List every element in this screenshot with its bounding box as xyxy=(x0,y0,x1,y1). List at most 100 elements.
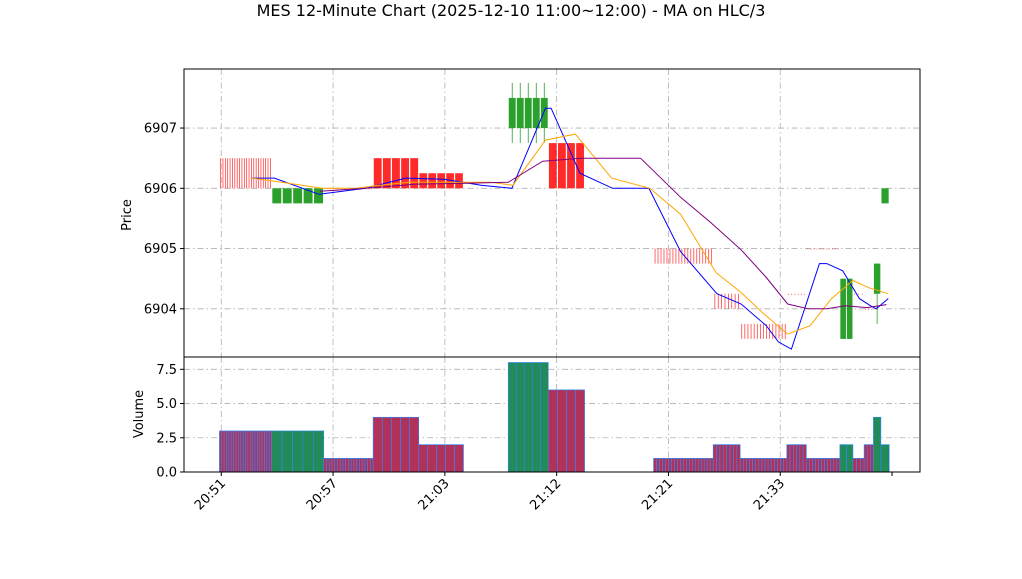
candle-12-body-0 xyxy=(840,278,846,339)
volume-bar-0-0 xyxy=(219,430,223,473)
volume-bar-6-0 xyxy=(547,389,558,473)
volume-bar-2-17 xyxy=(370,458,374,473)
volume-bar-10-5 xyxy=(802,444,807,473)
volume-bar-7-7 xyxy=(674,458,678,473)
volume-bar-7-3 xyxy=(662,458,666,473)
volume-bar-14-2 xyxy=(870,444,874,473)
volume-bar-7-4 xyxy=(665,458,669,473)
volume-bar-0-3 xyxy=(226,430,230,473)
volume-bar-11-6 xyxy=(824,458,828,473)
volume-bar-11-4 xyxy=(818,458,822,473)
volume-bar-11-5 xyxy=(821,458,825,473)
volume-bar-2-6 xyxy=(339,458,344,473)
candle-1-body-4 xyxy=(314,188,324,204)
volume-bar-8-3 xyxy=(723,444,727,473)
candle-1-body-3 xyxy=(303,188,313,204)
volume-bar-7-6 xyxy=(671,458,675,473)
volume-bar-9-6 xyxy=(758,458,763,473)
volume-tick-label-3: 7.5 xyxy=(156,363,177,378)
volume-bar-3-1 xyxy=(381,416,392,473)
volume-bar-7-2 xyxy=(659,458,663,473)
volume-panel-frame xyxy=(183,356,921,473)
volume-bar-4-4 xyxy=(454,444,464,473)
candle-3-body-0 xyxy=(373,158,382,189)
candle-3-body-2 xyxy=(392,158,400,189)
volume-bar-7-13 xyxy=(692,458,696,473)
candle-4-body-0 xyxy=(419,173,428,189)
volume-bars xyxy=(219,362,890,473)
volume-bar-9-2 xyxy=(746,458,750,473)
candle-16-body-0 xyxy=(881,188,889,204)
volume-bar-0-20 xyxy=(266,430,270,473)
volume-bar-3-3 xyxy=(400,416,410,473)
volume-bar-9-11 xyxy=(774,458,778,473)
volume-bar-2-1 xyxy=(326,458,330,473)
volume-bar-10-3 xyxy=(796,444,801,473)
candle-5-body-4 xyxy=(540,97,548,129)
volume-bar-9-3 xyxy=(749,458,753,473)
volume-bar-0-14 xyxy=(252,430,256,473)
volume-bar-2-2 xyxy=(328,458,333,473)
volume-bar-4-2 xyxy=(436,444,446,473)
volume-tick-label-1: 2.5 xyxy=(156,431,177,446)
candle-15-body-0 xyxy=(873,263,881,294)
candle-1-body-1 xyxy=(282,188,292,204)
candle-3-body-3 xyxy=(401,158,410,189)
price-grid xyxy=(184,69,920,357)
volume-bar-16-0 xyxy=(880,444,890,473)
volume-bar-10-4 xyxy=(799,444,804,473)
volume-bar-9-8 xyxy=(764,458,769,473)
volume-bar-5-2 xyxy=(523,362,533,473)
volume-bar-14-0 xyxy=(863,444,868,473)
volume-bar-9-4 xyxy=(752,458,757,473)
x-ticks: 20:51 20:57 21:03 21:12 21:21 21:33 xyxy=(192,472,893,513)
volume-bar-2-4 xyxy=(334,458,338,473)
volume-bar-9-9 xyxy=(767,458,772,473)
volume-bar-3-4 xyxy=(409,416,420,473)
volume-bar-4-0 xyxy=(418,444,429,473)
volume-bar-0-16 xyxy=(257,430,261,473)
volume-bar-9-7 xyxy=(761,458,766,473)
volume-bar-1-1 xyxy=(281,430,293,473)
candle-5-body-3 xyxy=(532,97,540,129)
volume-bar-9-5 xyxy=(755,458,760,473)
volume-bar-1-0 xyxy=(271,430,283,473)
volume-bar-3-0 xyxy=(372,416,383,473)
volume-bar-8-1 xyxy=(716,444,721,473)
volume-bar-11-7 xyxy=(827,458,832,473)
volume-axis-label: Volume xyxy=(132,390,147,438)
volume-bar-9-1 xyxy=(742,458,747,473)
volume-bar-9-10 xyxy=(770,458,775,473)
volume-bar-0-9 xyxy=(240,430,244,473)
volume-bar-13-0 xyxy=(852,458,857,473)
volume-bar-7-19 xyxy=(709,458,714,473)
volume-bar-2-16 xyxy=(367,458,371,473)
candle-5-body-1 xyxy=(516,97,524,129)
volume-bar-0-12 xyxy=(247,430,251,473)
moving-average-lines xyxy=(251,107,889,350)
x-tick-label-0: 20:51 xyxy=(192,476,229,513)
volume-bar-6-3 xyxy=(575,389,585,473)
volume-bar-7-17 xyxy=(703,458,708,473)
volume-bar-7-10 xyxy=(683,458,687,473)
volume-bar-0-6 xyxy=(233,430,237,473)
volume-bar-11-3 xyxy=(815,458,819,473)
volume-bar-0-8 xyxy=(238,430,242,473)
volume-bar-9-0 xyxy=(739,458,744,473)
volume-bar-0-15 xyxy=(254,430,258,473)
candle-6-body-0 xyxy=(548,143,557,189)
volume-bar-8-2 xyxy=(719,444,724,473)
volume-bar-7-16 xyxy=(700,458,705,473)
volume-bar-2-15 xyxy=(364,458,368,473)
volume-bar-11-9 xyxy=(833,458,838,473)
ma-line-1 xyxy=(251,133,889,335)
volume-bar-7-0 xyxy=(653,458,657,473)
volume-tick-label-2: 5.0 xyxy=(156,397,177,412)
volume-bar-0-7 xyxy=(235,430,239,473)
volume-bar-7-1 xyxy=(656,458,660,473)
candle-6-body-3 xyxy=(576,143,584,189)
volume-bar-8-0 xyxy=(712,444,717,473)
volume-bar-7-11 xyxy=(686,458,690,473)
volume-bar-11-2 xyxy=(812,458,816,473)
